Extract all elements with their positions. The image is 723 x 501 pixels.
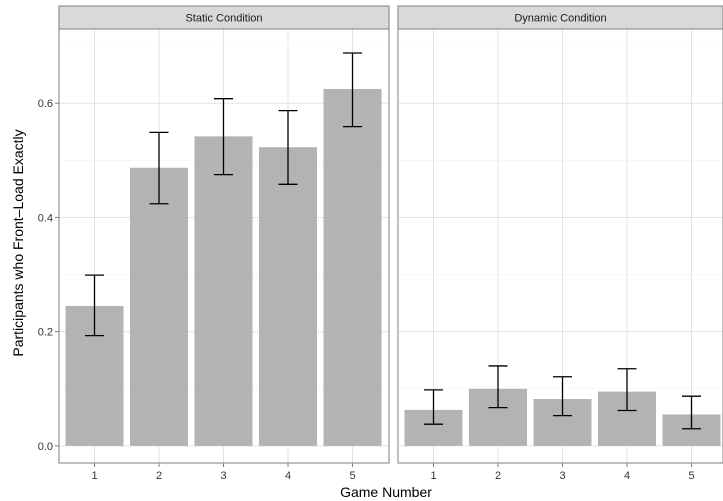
y-tick-label: 0.0 (38, 441, 53, 453)
error-bar-1-5 (343, 52, 362, 128)
bar-1-4 (259, 147, 317, 446)
error-bar-1-2 (149, 131, 169, 205)
y-tick-label: 0.4 (38, 212, 53, 224)
error-bar-1-3 (214, 98, 233, 176)
bar-1-5 (323, 88, 382, 446)
y-tick-label: 0.2 (38, 327, 53, 339)
x-tick-label: 4 (624, 470, 630, 482)
chart-panels: Static Condition 1 2 3 4 5 Dynamic Condition 1 2… (58, 5, 723, 482)
x-tick-label: 2 (156, 470, 162, 482)
y-tick-label: 0.6 (38, 98, 53, 110)
x-tick-label: 5 (688, 470, 694, 482)
error-bar-1-4 (278, 110, 298, 185)
error-bar-1-1 (85, 274, 104, 337)
x-tick-label: 3 (220, 470, 226, 482)
y-axis-ticks: 0.0 0.2 0.4 0.6 (38, 98, 59, 453)
error-bar-2-3 (553, 376, 572, 417)
error-bar-2-1 (424, 389, 443, 425)
error-bar-2-2 (488, 365, 508, 409)
facet-panel-1: Static Condition 1 2 3 4 5 (58, 5, 390, 482)
x-tick-label: 2 (495, 470, 501, 482)
x-tick-label: 1 (91, 470, 97, 482)
error-bar-2-5 (682, 395, 701, 430)
x-tick-label: 5 (349, 470, 355, 482)
facet-panel-2: Dynamic Condition 1 2 3 4 5 (397, 5, 723, 482)
facet-title: Dynamic Condition (514, 13, 606, 25)
x-tick-label: 3 (559, 470, 565, 482)
panel-border (397, 28, 723, 464)
bar-1-2 (130, 167, 188, 446)
y-axis-title: Participants who Front–Load Exactly (10, 129, 26, 356)
facet-title: Static Condition (185, 13, 262, 25)
x-axis-title: Game Number (340, 484, 432, 500)
error-bar-2-4 (617, 368, 637, 412)
x-tick-label: 1 (430, 470, 436, 482)
bar-1-3 (194, 136, 253, 446)
x-tick-label: 4 (285, 470, 291, 482)
